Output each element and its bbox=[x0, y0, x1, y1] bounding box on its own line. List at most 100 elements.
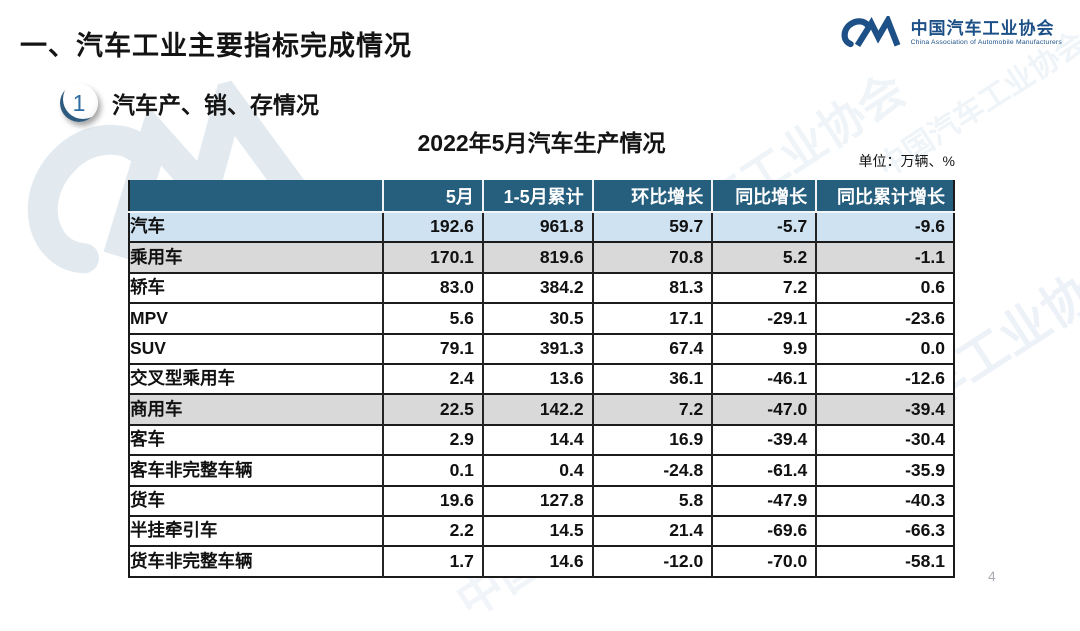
subsection-header: 1 汽车产、销、存情况 bbox=[60, 84, 319, 122]
row-label: 交叉型乘用车 bbox=[129, 362, 385, 395]
cell-value: 819.6 bbox=[482, 241, 594, 273]
cell-value: 14.6 bbox=[482, 545, 594, 577]
row-label: 货车 bbox=[129, 484, 385, 516]
cell-value: 2.9 bbox=[383, 423, 484, 456]
row-label: 客车 bbox=[129, 423, 385, 456]
cell-value: 17.1 bbox=[592, 302, 714, 334]
cell-value: 142.2 bbox=[482, 393, 594, 425]
table-title: 2022年5月汽车生产情况 bbox=[417, 130, 666, 156]
table-row: 半挂牵引车 2.2 14.5 21.4 -69.6 -66.3 bbox=[129, 514, 954, 547]
caam-logo: 中国汽车工业协会 China Association of Automobile… bbox=[841, 16, 1062, 50]
row-label: 汽车 bbox=[129, 212, 385, 243]
cell-value: 7.2 bbox=[712, 271, 818, 304]
table-row: 轿车 83.0 384.2 81.3 7.2 0.6 bbox=[129, 271, 954, 304]
column-header: 5月 bbox=[383, 180, 484, 213]
cell-value: -5.7 bbox=[712, 212, 818, 243]
cell-value: 14.4 bbox=[482, 423, 594, 456]
row-label: 半挂牵引车 bbox=[129, 514, 385, 547]
cell-value: -40.3 bbox=[816, 484, 954, 516]
row-label: 客车非完整车辆 bbox=[129, 454, 385, 486]
cell-value: -23.6 bbox=[816, 302, 954, 334]
cell-value: -29.1 bbox=[712, 302, 818, 334]
row-label: 轿车 bbox=[129, 271, 385, 304]
cell-value: -9.6 bbox=[816, 212, 954, 243]
table-unit-label: 单位：万辆、% bbox=[858, 153, 955, 169]
table-body: 汽车 192.6 961.8 59.7 -5.7 -9.6 乘用车 170.1 819.6 70.… bbox=[129, 212, 954, 577]
cell-value: -12.0 bbox=[592, 545, 714, 577]
cell-value: 0.1 bbox=[383, 454, 484, 486]
cell-value: 5.6 bbox=[383, 302, 484, 334]
row-label: 货车非完整车辆 bbox=[129, 545, 385, 577]
cell-value: 9.9 bbox=[712, 332, 818, 364]
table-row: 乘用车 170.1 819.6 70.8 5.2 -1.1 bbox=[129, 241, 954, 273]
cell-value: -39.4 bbox=[712, 423, 818, 456]
cell-value: 59.7 bbox=[592, 212, 714, 243]
table-row: 客车 2.9 14.4 16.9 -39.4 -30.4 bbox=[129, 423, 954, 456]
table-row: 汽车 192.6 961.8 59.7 -5.7 -9.6 bbox=[129, 212, 954, 243]
cell-value: 0.4 bbox=[482, 454, 594, 486]
caam-logo-icon bbox=[841, 16, 900, 48]
cell-value: 192.6 bbox=[383, 212, 484, 243]
cell-value: 79.1 bbox=[383, 332, 484, 364]
cell-value: 36.1 bbox=[592, 362, 714, 395]
cell-value: 391.3 bbox=[482, 332, 594, 364]
section-number: 1 bbox=[72, 89, 86, 116]
cell-value: 13.6 bbox=[482, 362, 594, 395]
cell-value: -35.9 bbox=[816, 454, 954, 486]
column-header: 1-5月累计 bbox=[482, 180, 594, 213]
cell-value: 81.3 bbox=[592, 271, 714, 304]
cell-value: -39.4 bbox=[816, 393, 954, 425]
column-header: 环比增长 bbox=[592, 180, 714, 213]
cell-value: -30.4 bbox=[816, 423, 954, 456]
cell-value: 5.2 bbox=[712, 241, 818, 273]
cell-value: 1.7 bbox=[383, 545, 484, 577]
cell-value: 0.6 bbox=[816, 271, 954, 304]
table-row: 商用车 22.5 142.2 7.2 -47.0 -39.4 bbox=[129, 393, 954, 425]
table-row: 客车非完整车辆 0.1 0.4 -24.8 -61.4 -35.9 bbox=[129, 454, 954, 486]
cell-value: 30.5 bbox=[482, 302, 594, 334]
cell-value: 7.2 bbox=[592, 393, 714, 425]
cell-value: 70.8 bbox=[592, 241, 714, 273]
cell-value: 14.5 bbox=[482, 514, 594, 547]
cell-value: 83.0 bbox=[383, 271, 484, 304]
table-row: 货车 19.6 127.8 5.8 -47.9 -40.3 bbox=[129, 484, 954, 516]
table-header: 5月 1-5月累计 环比增长 同比增长 同比累计增长 bbox=[129, 180, 954, 213]
cell-value: 16.9 bbox=[592, 423, 714, 456]
cell-value: 21.4 bbox=[592, 514, 714, 547]
table-row: MPV 5.6 30.5 17.1 -29.1 -23.6 bbox=[129, 302, 954, 334]
column-header: 同比增长 bbox=[712, 180, 818, 213]
cell-value: -12.6 bbox=[816, 362, 954, 395]
cell-value: -69.6 bbox=[712, 514, 818, 547]
cell-value: 961.8 bbox=[482, 212, 594, 243]
cell-value: 384.2 bbox=[482, 271, 594, 304]
row-label: SUV bbox=[129, 332, 385, 364]
page-number: 4 bbox=[988, 568, 996, 584]
subsection-title: 汽车产、销、存情况 bbox=[112, 92, 319, 118]
row-label: MPV bbox=[129, 302, 385, 334]
cell-value: -70.0 bbox=[712, 545, 818, 577]
slide-title: 一、汽车工业主要指标完成情况 bbox=[20, 31, 412, 61]
table-row: 交叉型乘用车 2.4 13.6 36.1 -46.1 -12.6 bbox=[129, 362, 954, 395]
table-header-row: 5月 1-5月累计 环比增长 同比增长 同比累计增长 bbox=[129, 180, 954, 213]
cell-value: 127.8 bbox=[482, 484, 594, 516]
row-label: 乘用车 bbox=[129, 241, 385, 273]
cell-value: 5.8 bbox=[592, 484, 714, 516]
cell-value: 2.2 bbox=[383, 514, 484, 547]
cell-value: 67.4 bbox=[592, 332, 714, 364]
cell-value: 22.5 bbox=[383, 393, 484, 425]
row-label: 商用车 bbox=[129, 393, 385, 425]
cell-value: -47.9 bbox=[712, 484, 818, 516]
cell-value: -24.8 bbox=[592, 454, 714, 486]
column-header bbox=[129, 180, 385, 213]
table-row: 货车非完整车辆 1.7 14.6 -12.0 -70.0 -58.1 bbox=[129, 545, 954, 577]
production-table: 5月 1-5月累计 环比增长 同比增长 同比累计增长 汽车 192.6 961.8 59.7-… bbox=[128, 180, 955, 578]
cell-value: -66.3 bbox=[816, 514, 954, 547]
cell-value: -47.0 bbox=[712, 393, 818, 425]
cell-value: -58.1 bbox=[816, 545, 954, 577]
cell-value: 170.1 bbox=[383, 241, 484, 273]
table-row: SUV 79.1 391.3 67.4 9.9 0.0 bbox=[129, 332, 954, 364]
logo-name-cn: 中国汽车工业协会 bbox=[910, 19, 1055, 39]
section-number-badge: 1 bbox=[60, 84, 98, 122]
cell-value: 0.0 bbox=[816, 332, 954, 364]
cell-value: 19.6 bbox=[383, 484, 484, 516]
